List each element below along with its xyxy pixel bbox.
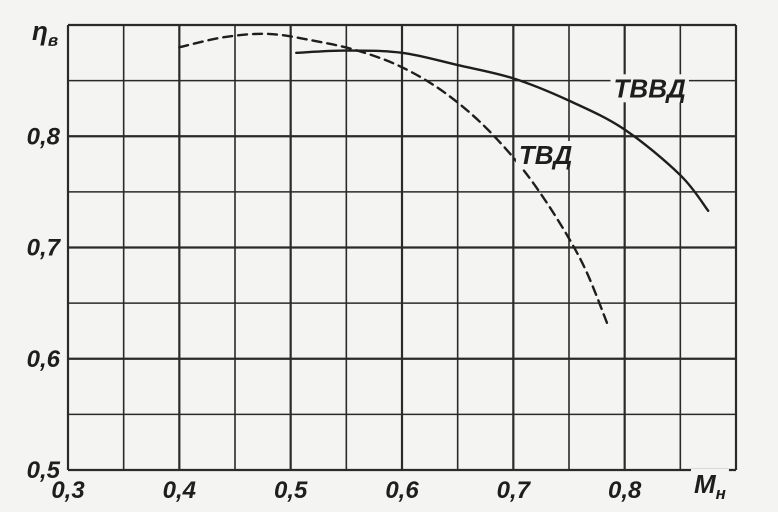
chart-labels: ηв Mн (29, 16, 729, 503)
y-tick-label: 0,7 (27, 235, 62, 262)
x-tick-label: 0,8 (608, 477, 642, 504)
series-line-tvd (178, 32, 610, 327)
series-label-background (610, 74, 689, 103)
y-axis-label: ηв (32, 16, 58, 50)
y-tick-label: 0,8 (27, 123, 61, 150)
x-tick-label: 0,7 (497, 477, 532, 504)
axis-label-background (691, 469, 729, 503)
x-tick-label: 0,5 (274, 477, 308, 504)
series-label-tvvd: ТВВД (614, 73, 686, 103)
x-tick-label: 0,4 (163, 477, 196, 504)
x-axis-label: Mн (694, 469, 726, 503)
chart-tick-labels: 0,3 0,4 0,5 0,6 0,7 0,8 0,5 0,6 0,7 0,8 (27, 123, 642, 504)
series-label-background (515, 141, 576, 170)
series-line-tvvd (295, 49, 710, 212)
x-tick-label: 0,6 (385, 477, 419, 504)
axis-label-background (29, 16, 62, 50)
y-tick-label: 0,6 (27, 346, 61, 373)
x-tick-label: 0,3 (51, 477, 85, 504)
chart-series: ТВВД ТВД (178, 32, 710, 327)
series-label-tvd: ТВД (519, 140, 573, 170)
y-tick-label: 0,5 (27, 457, 61, 484)
